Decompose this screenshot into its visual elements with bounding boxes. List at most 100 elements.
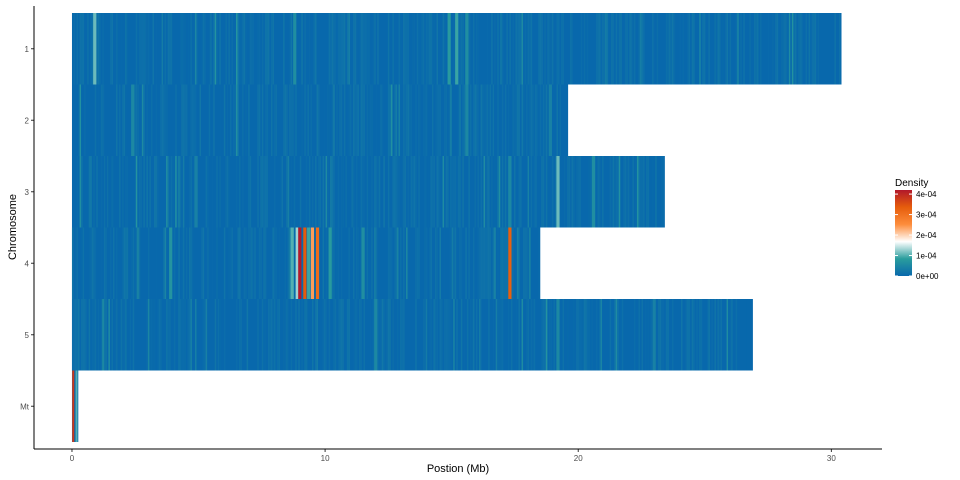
density-bin	[516, 227, 519, 299]
density-bin	[518, 227, 521, 299]
density-bin	[632, 13, 634, 85]
density-bin	[362, 84, 364, 156]
density-bin	[447, 299, 449, 371]
density-bin	[533, 299, 536, 371]
density-bin	[153, 156, 156, 228]
density-bin	[442, 13, 445, 85]
density-bin	[550, 299, 552, 371]
density-bin	[623, 156, 625, 228]
density-bin	[729, 13, 732, 85]
density-bin	[102, 84, 104, 156]
density-bin	[81, 13, 83, 85]
density-bin	[489, 84, 492, 156]
density-bin	[474, 156, 476, 228]
density-bin	[390, 84, 393, 156]
density-bin	[327, 227, 329, 299]
density-bin	[245, 227, 247, 299]
density-peak	[652, 299, 656, 371]
density-bin	[378, 299, 381, 371]
density-bin	[562, 13, 565, 85]
density-bin	[257, 13, 259, 85]
density-bin	[431, 13, 434, 85]
density-bin	[355, 13, 358, 85]
density-bin	[737, 13, 739, 85]
density-bin	[103, 299, 106, 371]
density-bin	[510, 299, 513, 371]
density-bin	[401, 299, 404, 371]
density-bin	[422, 13, 425, 85]
density-bin	[530, 156, 533, 228]
density-bin	[140, 227, 142, 299]
density-bin	[337, 13, 340, 85]
density-bin	[314, 156, 317, 228]
density-bin	[322, 227, 325, 299]
density-bin	[510, 156, 513, 228]
density-bin	[132, 227, 135, 299]
density-bin	[583, 13, 586, 85]
density-bin	[456, 299, 458, 371]
density-bin	[474, 84, 476, 156]
density-bin	[784, 13, 786, 85]
density-bin	[122, 84, 124, 156]
density-bin	[491, 156, 493, 228]
density-bin	[125, 156, 127, 228]
density-bin	[181, 13, 183, 85]
density-bin	[427, 13, 429, 85]
density-peak	[169, 227, 173, 299]
density-bin	[538, 13, 540, 85]
density-bin	[76, 299, 79, 371]
density-bin	[343, 13, 346, 85]
density-bin	[630, 13, 633, 85]
density-bin	[273, 84, 276, 156]
density-bin	[726, 299, 729, 371]
density-bin	[488, 156, 490, 228]
density-bin	[73, 13, 76, 85]
density-bin	[472, 13, 475, 85]
density-bin	[659, 299, 662, 371]
density-bin	[788, 13, 791, 85]
density-bin	[122, 227, 124, 299]
density-bin	[749, 13, 751, 85]
density-bin	[483, 227, 486, 299]
density-bin	[403, 13, 405, 85]
density-bin	[512, 227, 514, 299]
density-bin	[90, 13, 92, 85]
density-bin	[120, 299, 123, 371]
density-bin	[424, 156, 426, 228]
density-bin	[365, 84, 367, 156]
density-bin	[191, 227, 194, 299]
density-bin	[112, 156, 115, 228]
density-bin	[618, 13, 621, 85]
density-bin	[445, 84, 448, 156]
density-bin	[360, 156, 363, 228]
density-bin	[532, 227, 534, 299]
density-bin	[337, 299, 340, 371]
density-bin	[413, 156, 416, 228]
density-bin	[290, 299, 293, 371]
density-bin	[214, 299, 217, 371]
density-bin	[93, 227, 95, 299]
density-bin	[339, 299, 341, 371]
density-bin	[516, 13, 519, 85]
density-bin	[88, 299, 91, 371]
density-bin	[301, 299, 303, 371]
density-bin	[334, 299, 337, 371]
density-bin	[422, 84, 425, 156]
density-bin	[100, 227, 103, 299]
density-bin	[263, 299, 265, 371]
chromosome-track-5	[71, 299, 753, 371]
density-bin	[179, 13, 182, 85]
density-bin	[105, 227, 107, 299]
x-tick-label: 0	[70, 454, 75, 463]
y-axis-ticks: 1 2 3 4 5 Mt	[20, 45, 34, 411]
density-bin	[603, 13, 606, 85]
density-bin	[594, 156, 596, 228]
density-bin	[451, 227, 454, 299]
density-bin	[488, 227, 490, 299]
density-bin	[384, 299, 387, 371]
density-bin	[109, 299, 112, 371]
density-bin	[489, 156, 492, 228]
density-bin	[554, 156, 557, 228]
density-bin	[415, 299, 417, 371]
density-bin	[498, 156, 501, 228]
